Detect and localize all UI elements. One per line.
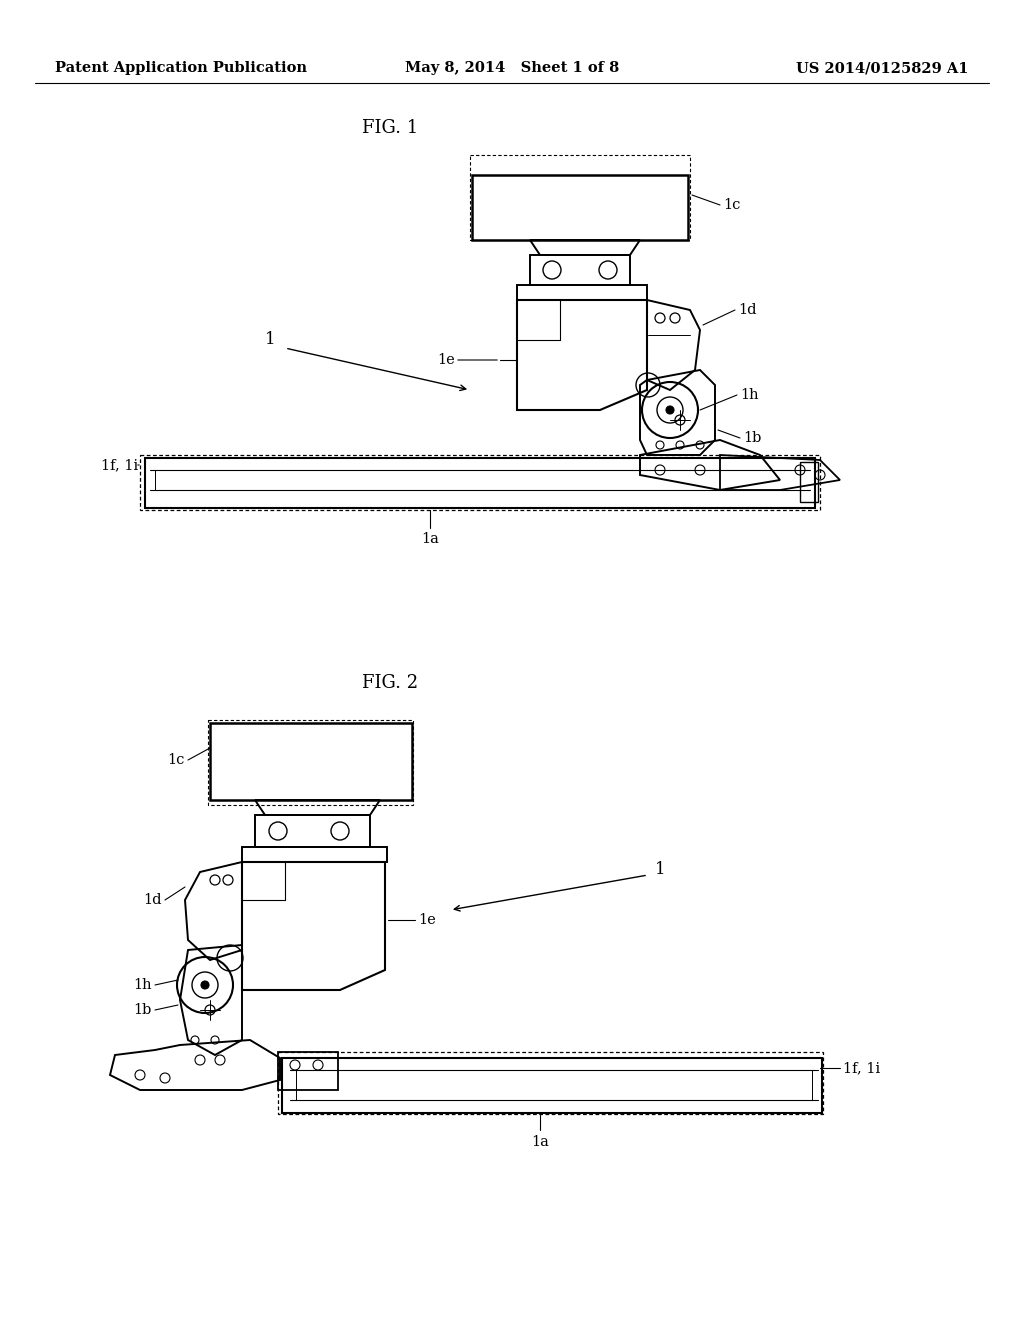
Text: 1f, 1i: 1f, 1i	[100, 458, 138, 473]
Circle shape	[201, 981, 209, 989]
Text: 1b: 1b	[133, 1003, 152, 1016]
Bar	[208, 719, 413, 805]
Bar	[278, 1052, 338, 1090]
Bar	[155, 470, 800, 490]
Bar	[278, 1052, 823, 1114]
Text: May 8, 2014   Sheet 1 of 8: May 8, 2014 Sheet 1 of 8	[404, 61, 620, 75]
Text: 1a: 1a	[531, 1135, 549, 1148]
Bar	[140, 455, 820, 510]
Bar	[800, 462, 818, 502]
Text: 1c: 1c	[168, 752, 185, 767]
Text: 1h: 1h	[133, 978, 152, 993]
Text: 1f, 1i: 1f, 1i	[843, 1061, 881, 1074]
Text: 1h: 1h	[740, 388, 759, 403]
Bar	[530, 255, 630, 285]
Text: 1e: 1e	[437, 352, 455, 367]
Text: Patent Application Publication: Patent Application Publication	[55, 61, 307, 75]
Text: 1: 1	[264, 331, 275, 348]
Bar	[517, 285, 647, 300]
Text: 1c: 1c	[723, 198, 740, 213]
Text: FIG. 2: FIG. 2	[361, 675, 418, 692]
Text: FIG. 1: FIG. 1	[361, 119, 418, 137]
Bar	[242, 847, 387, 862]
Bar	[255, 814, 370, 847]
Text: US 2014/0125829 A1: US 2014/0125829 A1	[797, 61, 969, 75]
Text: 1: 1	[654, 862, 666, 879]
Bar	[470, 154, 690, 240]
Text: 1e: 1e	[418, 913, 436, 927]
Text: 1d: 1d	[143, 894, 162, 907]
Bar	[296, 1071, 812, 1100]
Circle shape	[666, 407, 674, 414]
Bar	[145, 458, 815, 508]
Text: 1a: 1a	[421, 532, 439, 546]
Text: 1b: 1b	[743, 432, 762, 445]
Bar	[282, 1059, 822, 1113]
Text: 1d: 1d	[738, 304, 757, 317]
